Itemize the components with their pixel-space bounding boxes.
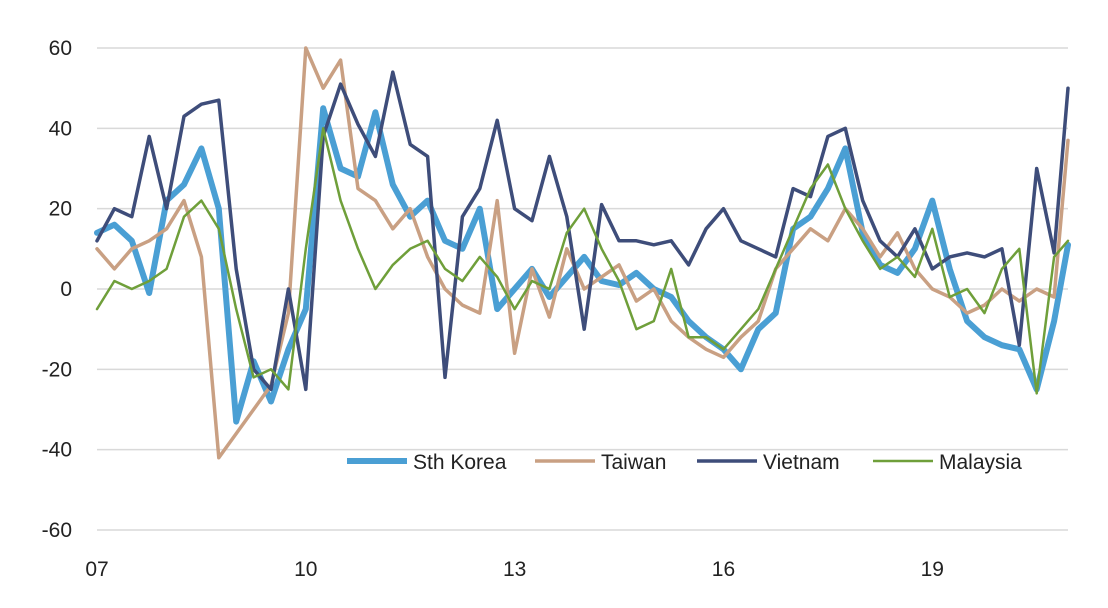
y-tick-label: 20 [49,198,72,221]
x-tick-label: 19 [921,558,944,581]
x-tick-label: 13 [503,558,526,581]
legend-label-taiwan: Taiwan [601,451,666,474]
x-tick-label: 10 [294,558,317,581]
y-tick-label: -20 [42,358,72,381]
y-tick-label: -60 [42,519,72,542]
series-line-malaysia [95,127,1070,395]
y-tick-label: -40 [42,439,72,462]
x-tick-label: 16 [712,558,735,581]
x-tick-label: 07 [85,558,108,581]
y-axis-tick-labels: -60 -40 -20 0 20 40 60 [42,37,72,542]
series-lines [94,46,1071,460]
y-tick-label: 60 [49,37,72,60]
legend-label-vietnam: Vietnam [763,451,840,474]
series-line-taiwan [95,46,1070,460]
legend-label-sth-korea: Sth Korea [413,451,507,474]
legend-label-malaysia: Malaysia [939,451,1022,474]
series-line-sth-korea [94,105,1071,425]
y-tick-label: 40 [49,117,72,140]
legend: Sth Korea Taiwan Vietnam Malaysia [347,451,1022,474]
y-tick-label: 0 [60,278,72,301]
x-axis-tick-labels: 07 10 13 16 19 [85,558,944,581]
